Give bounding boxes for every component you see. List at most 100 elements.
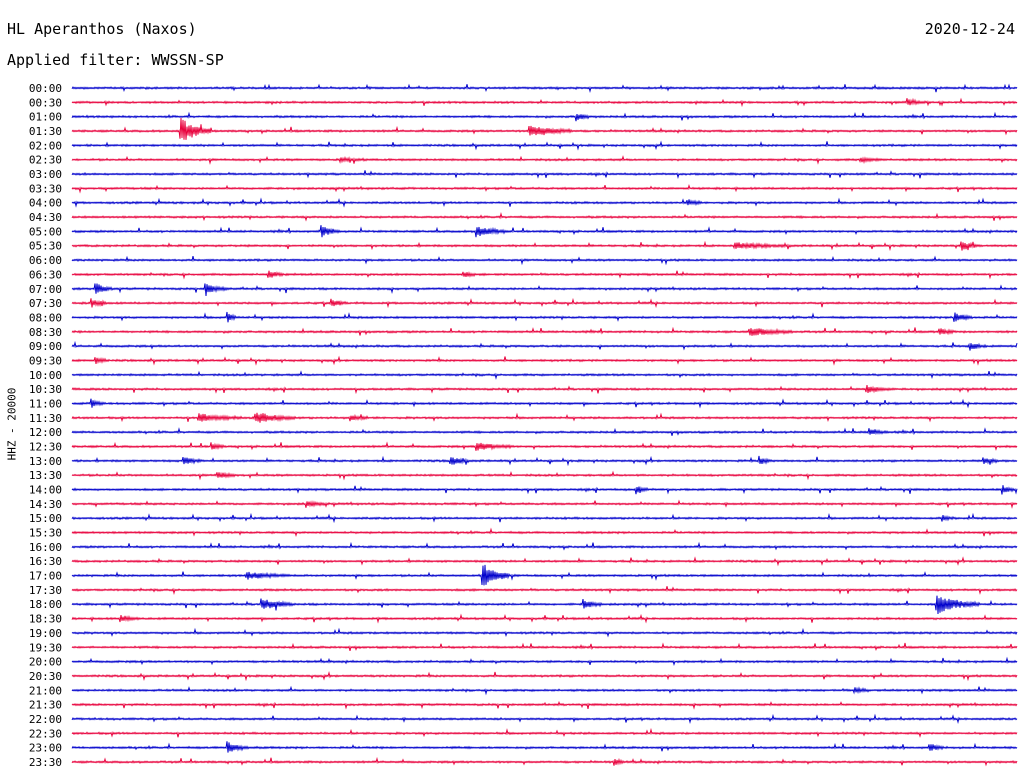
trace-1400 bbox=[71, 485, 1018, 495]
time-label-1730: 17:30 bbox=[29, 584, 62, 597]
time-label-1030: 10:30 bbox=[29, 383, 62, 396]
trace-1330 bbox=[71, 470, 1018, 481]
trace-2130 bbox=[71, 700, 1018, 710]
trace-0000 bbox=[71, 83, 1018, 94]
trace-1830 bbox=[71, 613, 1018, 624]
time-label-1100: 11:00 bbox=[29, 397, 62, 410]
trace-0830 bbox=[71, 326, 1018, 336]
trace-1630 bbox=[71, 556, 1018, 567]
time-label-0730: 07:30 bbox=[29, 297, 62, 310]
time-label-0400: 04:00 bbox=[29, 197, 62, 210]
trace-1130 bbox=[71, 412, 1018, 423]
trace-2100 bbox=[71, 685, 1018, 696]
trace-1500 bbox=[71, 512, 1018, 524]
station-title: HL Aperanthos (Naxos) bbox=[7, 20, 197, 38]
trace-1000 bbox=[71, 370, 1018, 380]
trace-1800 bbox=[71, 595, 1018, 615]
time-label-0600: 06:00 bbox=[29, 254, 62, 267]
filter-label: Applied filter: WWSSN-SP bbox=[7, 51, 224, 69]
time-label-1630: 16:30 bbox=[29, 555, 62, 568]
trace-2200 bbox=[71, 713, 1018, 724]
trace-1530 bbox=[71, 527, 1018, 537]
time-label-0100: 01:00 bbox=[29, 111, 62, 124]
trace-2330 bbox=[71, 756, 1018, 767]
trace-0200 bbox=[71, 140, 1018, 151]
time-label-2330: 23:30 bbox=[29, 756, 62, 769]
time-label-0530: 05:30 bbox=[29, 240, 62, 253]
time-label-0230: 02:30 bbox=[29, 154, 62, 167]
time-label-1400: 14:00 bbox=[29, 484, 62, 497]
record-date: 2020-12-24 bbox=[924, 20, 1015, 38]
time-label-1500: 15:00 bbox=[29, 512, 62, 525]
time-label-2200: 22:00 bbox=[29, 713, 62, 726]
trace-0300 bbox=[71, 170, 1018, 179]
trace-0100 bbox=[71, 111, 1018, 122]
trace-0400 bbox=[71, 197, 1018, 208]
time-label-0830: 08:30 bbox=[29, 326, 62, 339]
trace-0130 bbox=[71, 117, 1018, 140]
time-label-0500: 05:00 bbox=[29, 225, 62, 238]
trace-0930 bbox=[71, 355, 1018, 366]
trace-1700 bbox=[71, 564, 1018, 586]
time-label-2300: 23:00 bbox=[29, 742, 62, 755]
time-label-1430: 14:30 bbox=[29, 498, 62, 511]
trace-0600 bbox=[71, 255, 1018, 266]
time-label-2030: 20:30 bbox=[29, 670, 62, 683]
trace-0700 bbox=[71, 283, 1018, 296]
time-label-0300: 03:00 bbox=[29, 168, 62, 181]
time-label-1700: 17:00 bbox=[29, 570, 62, 583]
time-label-2230: 22:30 bbox=[29, 727, 62, 740]
time-label-1230: 12:30 bbox=[29, 441, 62, 454]
trace-1200 bbox=[71, 427, 1018, 436]
time-label-1800: 18:00 bbox=[29, 598, 62, 611]
time-label-0000: 00:00 bbox=[29, 82, 62, 95]
trace-1430 bbox=[71, 499, 1018, 509]
time-label-1900: 19:00 bbox=[29, 627, 62, 640]
channel-label: HHZ - 20000 bbox=[5, 387, 19, 461]
time-label-0930: 09:30 bbox=[29, 354, 62, 367]
trace-2030 bbox=[71, 670, 1018, 682]
time-label-0030: 00:30 bbox=[29, 96, 62, 109]
time-label-1130: 11:30 bbox=[29, 412, 62, 425]
trace-1300 bbox=[71, 455, 1018, 467]
time-label-1200: 12:00 bbox=[29, 426, 62, 439]
time-label-1530: 15:30 bbox=[29, 527, 62, 540]
time-label-2130: 21:30 bbox=[29, 699, 62, 712]
trace-0330 bbox=[71, 184, 1018, 194]
trace-1030 bbox=[71, 385, 1018, 395]
trace-2300 bbox=[71, 741, 1018, 753]
trace-0500 bbox=[71, 225, 1018, 238]
time-label-1600: 16:00 bbox=[29, 541, 62, 554]
trace-2230 bbox=[71, 727, 1018, 738]
time-label-0430: 04:30 bbox=[29, 211, 62, 224]
time-label-0200: 02:00 bbox=[29, 139, 62, 152]
trace-0730 bbox=[71, 297, 1018, 309]
trace-1100 bbox=[71, 398, 1018, 409]
trace-0630 bbox=[71, 270, 1018, 280]
trace-1900 bbox=[71, 627, 1018, 638]
time-label-0800: 08:00 bbox=[29, 311, 62, 324]
trace-2000 bbox=[71, 656, 1018, 666]
time-label-0330: 03:30 bbox=[29, 182, 62, 195]
time-label-0130: 01:30 bbox=[29, 125, 62, 138]
time-label-2100: 21:00 bbox=[29, 684, 62, 697]
time-label-1000: 10:00 bbox=[29, 369, 62, 382]
trace-0530 bbox=[71, 240, 1018, 252]
trace-0030 bbox=[71, 97, 1018, 108]
time-label-1300: 13:00 bbox=[29, 455, 62, 468]
time-label-1930: 19:30 bbox=[29, 641, 62, 654]
time-label-1330: 13:30 bbox=[29, 469, 62, 482]
trace-1930 bbox=[71, 642, 1018, 652]
trace-0800 bbox=[71, 311, 1018, 323]
trace-0430 bbox=[71, 212, 1018, 222]
time-label-1830: 18:30 bbox=[29, 613, 62, 626]
trace-1730 bbox=[71, 586, 1018, 595]
time-label-0630: 06:30 bbox=[29, 268, 62, 281]
time-label-2000: 20:00 bbox=[29, 656, 62, 669]
trace-1600 bbox=[71, 541, 1018, 551]
time-label-0900: 09:00 bbox=[29, 340, 62, 353]
trace-0900 bbox=[71, 340, 1018, 351]
trace-0230 bbox=[71, 155, 1018, 165]
trace-1230 bbox=[71, 441, 1018, 451]
